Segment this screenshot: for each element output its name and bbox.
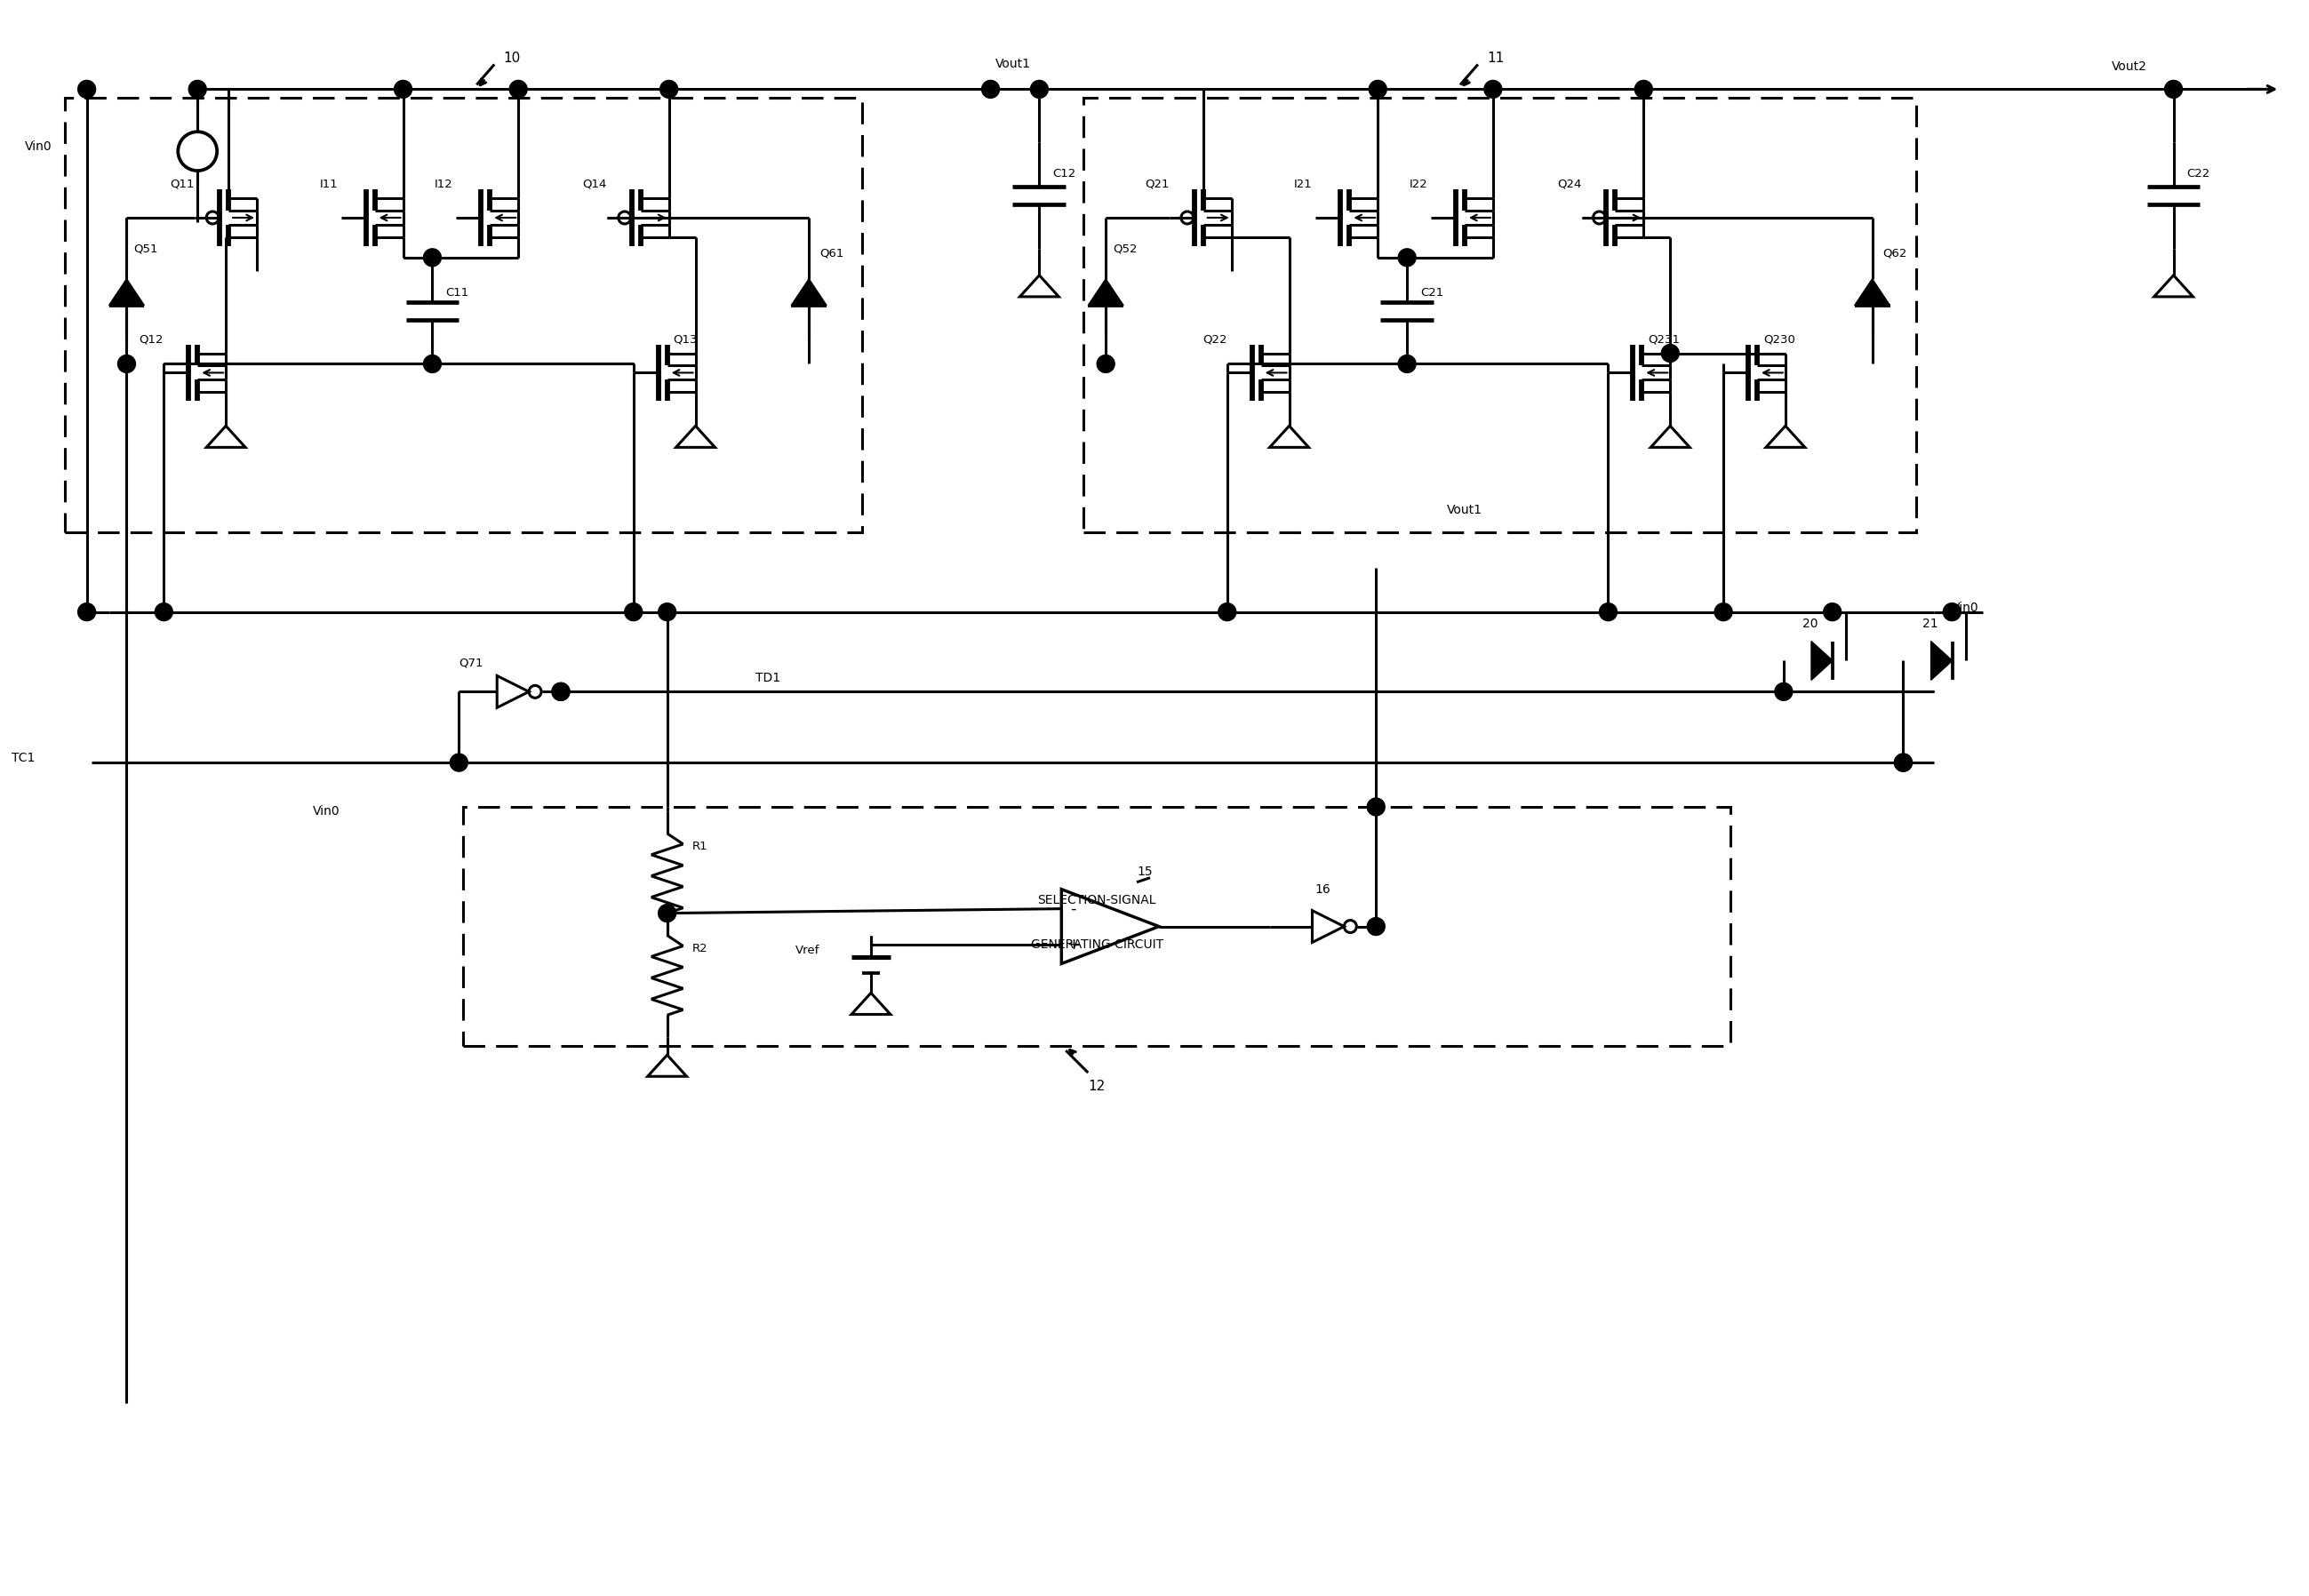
Text: Q11: Q11 (171, 179, 194, 190)
Text: Vout1: Vout1 (1448, 504, 1482, 516)
Text: Vref: Vref (797, 945, 820, 956)
Circle shape (118, 354, 136, 373)
Circle shape (658, 905, 677, 922)
Circle shape (510, 80, 526, 97)
Text: Vin0: Vin0 (1951, 602, 1979, 614)
Circle shape (155, 603, 173, 621)
Text: 10: 10 (503, 51, 520, 65)
Circle shape (1369, 80, 1388, 97)
Circle shape (1600, 603, 1616, 621)
Text: 11: 11 (1487, 51, 1503, 65)
Text: Q22: Q22 (1203, 334, 1226, 345)
Text: I12: I12 (434, 179, 453, 190)
Circle shape (1485, 80, 1501, 97)
Text: Vout1: Vout1 (995, 57, 1030, 70)
Circle shape (79, 80, 95, 97)
Circle shape (1944, 603, 1960, 621)
Circle shape (1399, 354, 1415, 373)
Text: Q14: Q14 (582, 179, 607, 190)
Polygon shape (792, 279, 827, 305)
Text: 20: 20 (1803, 618, 1817, 630)
Circle shape (626, 603, 642, 621)
Bar (464, 808, 1729, 1045)
Circle shape (981, 80, 1000, 97)
Circle shape (1776, 683, 1792, 701)
Text: Vin0: Vin0 (25, 140, 51, 153)
Circle shape (1824, 603, 1840, 621)
Text: Q51: Q51 (134, 243, 157, 254)
Bar (65, 97, 861, 531)
Circle shape (1716, 603, 1732, 621)
Text: R2: R2 (693, 943, 707, 954)
Text: Q13: Q13 (672, 334, 697, 345)
Circle shape (552, 683, 570, 701)
Text: Q52: Q52 (1113, 243, 1138, 254)
Text: Q24: Q24 (1556, 179, 1582, 190)
Circle shape (1893, 753, 1912, 771)
Circle shape (2164, 80, 2182, 97)
Circle shape (1030, 80, 1048, 97)
Circle shape (1219, 603, 1235, 621)
Text: +: + (1067, 937, 1081, 953)
Circle shape (395, 80, 411, 97)
Text: Q21: Q21 (1145, 179, 1168, 190)
Circle shape (1367, 918, 1385, 935)
Text: 21: 21 (1921, 618, 1937, 630)
Circle shape (423, 249, 441, 267)
Text: I21: I21 (1293, 179, 1312, 190)
Text: 16: 16 (1314, 883, 1330, 895)
Polygon shape (1088, 279, 1124, 305)
Text: 15: 15 (1136, 865, 1152, 878)
Circle shape (1097, 354, 1115, 373)
Text: -: - (1069, 900, 1076, 916)
Circle shape (423, 354, 441, 373)
Text: Q230: Q230 (1764, 334, 1794, 345)
Text: Q231: Q231 (1649, 334, 1681, 345)
Text: TC1: TC1 (12, 752, 35, 764)
Text: 12: 12 (1088, 1079, 1106, 1093)
Text: C22: C22 (2187, 168, 2210, 179)
Polygon shape (1810, 642, 1833, 680)
Text: GENERATING CIRCUIT: GENERATING CIRCUIT (1030, 938, 1164, 950)
Text: Q62: Q62 (1882, 247, 1907, 259)
Text: Q61: Q61 (820, 247, 843, 259)
Text: Vout2: Vout2 (2110, 61, 2147, 73)
Circle shape (1367, 798, 1385, 816)
Text: Q71: Q71 (459, 658, 483, 669)
Text: I22: I22 (1408, 179, 1427, 190)
Text: SELECTION-SIGNAL: SELECTION-SIGNAL (1037, 894, 1157, 907)
Text: TD1: TD1 (755, 672, 780, 685)
Text: C11: C11 (446, 287, 469, 298)
Bar (1083, 97, 1916, 531)
Text: C12: C12 (1053, 168, 1076, 179)
Circle shape (79, 603, 95, 621)
Circle shape (660, 80, 679, 97)
Circle shape (450, 753, 469, 771)
Text: Vin0: Vin0 (312, 804, 339, 817)
Polygon shape (1854, 279, 1891, 305)
Text: Q12: Q12 (139, 334, 164, 345)
Circle shape (1662, 345, 1679, 362)
Circle shape (1893, 753, 1912, 771)
Text: I11: I11 (319, 179, 337, 190)
Text: R1: R1 (693, 841, 707, 852)
Text: C21: C21 (1420, 287, 1443, 298)
Circle shape (1399, 249, 1415, 267)
Circle shape (189, 80, 206, 97)
Circle shape (1635, 80, 1653, 97)
Polygon shape (109, 279, 145, 305)
Circle shape (552, 683, 570, 701)
Circle shape (658, 603, 677, 621)
Polygon shape (1930, 642, 1953, 680)
